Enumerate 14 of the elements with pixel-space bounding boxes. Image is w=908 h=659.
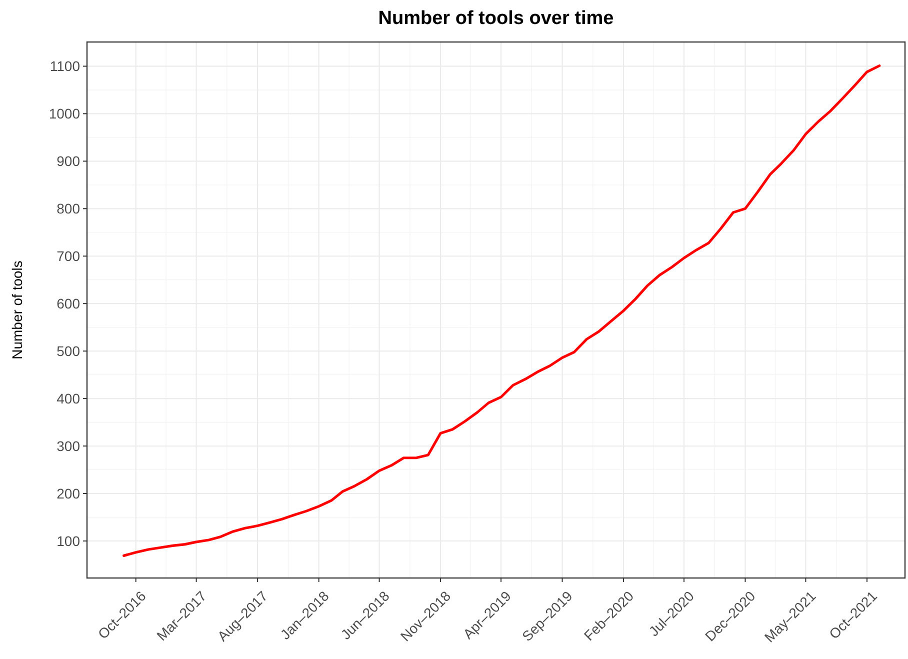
y-axis-title: Number of tools bbox=[9, 260, 25, 360]
y-tick-label: 1000 bbox=[48, 106, 80, 122]
y-tick-label: 300 bbox=[56, 438, 80, 454]
y-tick-label: 700 bbox=[56, 248, 80, 264]
y-tick-label: 400 bbox=[56, 390, 80, 406]
chart-title: Number of tools over time bbox=[378, 8, 614, 29]
y-tick-label: 1100 bbox=[50, 58, 80, 74]
y-tick-label: 800 bbox=[56, 200, 80, 217]
y-tick-label: 900 bbox=[56, 153, 80, 170]
y-tick-label: 600 bbox=[56, 295, 80, 312]
y-tick-label: 200 bbox=[56, 485, 80, 502]
line-series bbox=[122, 64, 881, 557]
y-tick-label: 500 bbox=[56, 342, 80, 359]
y-tick-label: 100 bbox=[56, 532, 80, 549]
